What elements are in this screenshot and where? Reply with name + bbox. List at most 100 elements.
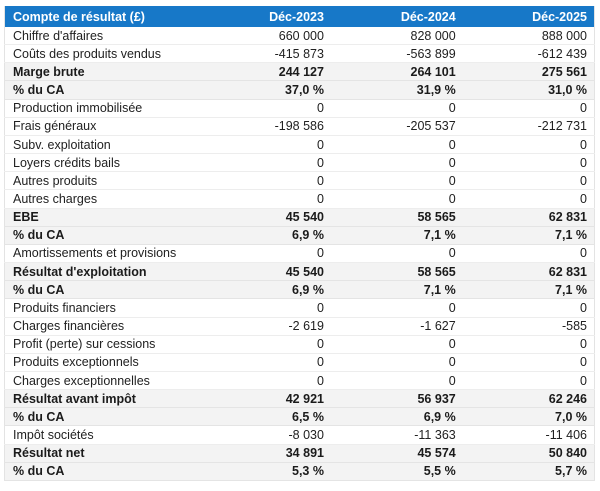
cell-value: 0 [199,99,331,118]
table-row: Résultat net 34 891 45 574 50 840 [4,444,595,463]
cell-value: 7,1 % [330,226,463,245]
income-statement-table: Compte de résultat (£) Déc-2023 Déc-2024… [4,6,595,481]
cell-value: -11 406 [462,425,595,445]
cell-value: -1 627 [330,317,463,336]
cell-value: -585 [462,317,595,336]
cell-value: -563 899 [330,44,463,64]
cell-value: -8 030 [199,425,331,445]
table-header-row: Compte de résultat (£) Déc-2023 Déc-2024… [4,6,595,27]
cell-value: 6,5 % [199,407,331,427]
cell-value: 244 127 [199,62,331,82]
cell-value: 0 [462,99,595,118]
table-row: % du CA 6,9 % 7,1 % 7,1 % [4,226,595,245]
row-label: Charges exceptionnelles [4,371,200,391]
cell-value: -11 363 [330,425,463,445]
cell-value: 660 000 [199,27,331,46]
row-label: Autres charges [4,189,200,209]
table-row: EBE 45 540 58 565 62 831 [4,208,595,227]
cell-value: 0 [462,171,595,191]
table-row: Coûts des produits vendus -415 873 -563 89… [4,44,595,64]
table-row: Charges financières -2 619 -1 627 -585 [4,317,595,336]
cell-value: 0 [462,153,595,173]
table-row: Autres produits 0 0 0 [4,171,595,191]
cell-value: 45 540 [199,262,331,282]
cell-value: 7,0 % [462,407,595,427]
cell-value: 0 [330,171,463,191]
cell-value: 0 [199,371,331,391]
cell-value: 0 [330,135,463,155]
cell-value: 0 [199,298,331,318]
cell-value: 56 937 [330,389,463,409]
row-label: Loyers crédits bails [4,153,200,173]
cell-value: 0 [199,353,331,372]
cell-value: 34 891 [199,444,331,463]
row-label: EBE [4,208,200,227]
cell-value: 0 [330,99,463,118]
cell-value: 58 565 [330,208,463,227]
row-label: Profit (perte) sur cessions [4,335,200,354]
table-row: Produits exceptionnels 0 0 0 [4,353,595,372]
row-label: Résultat net [4,444,200,463]
cell-value: 7,1 % [462,226,595,245]
table-row: Production immobilisée 0 0 0 [4,99,595,118]
cell-value: 31,9 % [330,80,463,100]
cell-value: 0 [462,189,595,209]
cell-value: 0 [199,153,331,173]
column-header-dec-2023: Déc-2023 [199,6,331,27]
cell-value: 0 [462,371,595,391]
cell-value: 5,7 % [462,462,595,481]
table-row: Charges exceptionnelles 0 0 0 [4,371,595,391]
table-row: Marge brute 244 127 264 101 275 561 [4,62,595,82]
cell-value: 50 840 [462,444,595,463]
table-row: % du CA 6,5 % 6,9 % 7,0 % [4,407,595,427]
table-row: % du CA 5,3 % 5,5 % 5,7 % [4,462,595,481]
column-header-dec-2024: Déc-2024 [330,6,463,27]
cell-value: -205 537 [330,117,463,136]
row-label: Frais généraux [4,117,200,136]
table-row: Amortissements et provisions 0 0 0 [4,244,595,264]
cell-value: 0 [199,189,331,209]
table-row: Résultat d'exploitation 45 540 58 565 62 83… [4,262,595,282]
row-label: Chiffre d'affaires [4,27,200,46]
cell-value: 0 [462,298,595,318]
row-label: Impôt sociétés [4,425,200,445]
cell-value: -198 586 [199,117,331,136]
cell-value: 58 565 [330,262,463,282]
row-label: % du CA [4,462,200,481]
row-label: Marge brute [4,62,200,82]
row-label: Autres produits [4,171,200,191]
row-label: % du CA [4,280,200,300]
cell-value: 5,3 % [199,462,331,481]
report-page: Compte de résultat (£) Déc-2023 Déc-2024… [4,6,595,481]
cell-value: 6,9 % [199,280,331,300]
row-label: Résultat d'exploitation [4,262,200,282]
cell-value: 0 [462,135,595,155]
table-title: Compte de résultat (£) [4,6,200,27]
cell-value: 0 [330,244,463,264]
row-label: Charges financières [4,317,200,336]
row-label: Produits financiers [4,298,200,318]
cell-value: 0 [330,298,463,318]
cell-value: 62 831 [462,208,595,227]
cell-value: -212 731 [462,117,595,136]
table-row: Chiffre d'affaires 660 000 828 000 888 000 [4,27,595,46]
cell-value: 31,0 % [462,80,595,100]
row-label: Amortissements et provisions [4,244,200,264]
cell-value: 0 [462,244,595,264]
table-row: Frais généraux -198 586 -205 537 -212 731 [4,117,595,136]
cell-value: 275 561 [462,62,595,82]
cell-value: 62 246 [462,389,595,409]
table-row: % du CA 37,0 % 31,9 % 31,0 % [4,80,595,100]
cell-value: 0 [462,335,595,354]
row-label: Résultat avant impôt [4,389,200,409]
cell-value: 45 574 [330,444,463,463]
cell-value: 6,9 % [330,407,463,427]
row-label: Production immobilisée [4,99,200,118]
table-body: Chiffre d'affaires 660 000 828 000 888 000 C… [4,27,595,481]
column-header-dec-2025: Déc-2025 [462,6,595,27]
cell-value: 828 000 [330,27,463,46]
cell-value: 6,9 % [199,226,331,245]
cell-value: 0 [330,371,463,391]
table-row: Subv. exploitation 0 0 0 [4,135,595,155]
cell-value: 7,1 % [462,280,595,300]
